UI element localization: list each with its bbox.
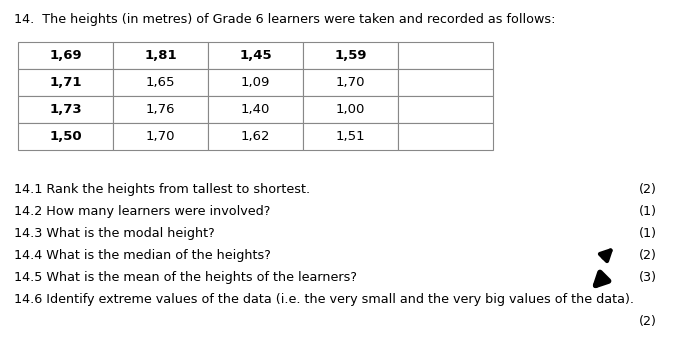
Bar	[18, 69, 113, 96]
Bar	[398, 96, 493, 123]
Text: 1,09: 1,09	[241, 76, 270, 89]
Text: (1): (1)	[639, 227, 657, 240]
Text: 1,45: 1,45	[239, 49, 272, 62]
Text: 1,70: 1,70	[336, 76, 365, 89]
Text: (2): (2)	[639, 315, 657, 328]
Bar	[303, 69, 398, 96]
Text: 1,59: 1,59	[335, 49, 367, 62]
Text: 1,65: 1,65	[146, 76, 175, 89]
Bar	[303, 96, 398, 123]
Text: (2): (2)	[639, 183, 657, 196]
Bar	[113, 123, 208, 150]
Text: 1,81: 1,81	[144, 49, 177, 62]
Bar	[208, 69, 303, 96]
Bar	[398, 123, 493, 150]
Text: 1,51: 1,51	[336, 130, 365, 143]
Text: 1,00: 1,00	[336, 103, 365, 116]
Bar	[398, 42, 493, 69]
Text: 14.6 Identify extreme values of the data (i.e. the very small and the very big v: 14.6 Identify extreme values of the data…	[14, 293, 634, 306]
Bar	[18, 96, 113, 123]
Text: 1,71: 1,71	[49, 76, 82, 89]
Bar	[113, 69, 208, 96]
Bar	[208, 42, 303, 69]
Bar	[303, 42, 398, 69]
Text: 1,40: 1,40	[241, 103, 270, 116]
Text: 14.3 What is the modal height?: 14.3 What is the modal height?	[14, 227, 215, 240]
Text: 1,73: 1,73	[49, 103, 82, 116]
Bar	[113, 42, 208, 69]
Text: 1,76: 1,76	[146, 103, 175, 116]
Bar	[208, 96, 303, 123]
Bar	[208, 123, 303, 150]
Bar	[18, 123, 113, 150]
Text: 14.4 What is the median of the heights?: 14.4 What is the median of the heights?	[14, 249, 271, 262]
Bar	[113, 96, 208, 123]
Text: 14.  The heights (in metres) of Grade 6 learners were taken and recorded as foll: 14. The heights (in metres) of Grade 6 l…	[14, 13, 556, 26]
Text: 1,69: 1,69	[49, 49, 82, 62]
Bar	[18, 42, 113, 69]
Text: 1,62: 1,62	[241, 130, 270, 143]
Bar	[398, 69, 493, 96]
Text: (3): (3)	[639, 271, 657, 284]
Text: (1): (1)	[639, 205, 657, 218]
Text: 1,70: 1,70	[146, 130, 175, 143]
Text: 14.5 What is the mean of the heights of the learners?: 14.5 What is the mean of the heights of …	[14, 271, 357, 284]
Text: 14.2 How many learners were involved?: 14.2 How many learners were involved?	[14, 205, 271, 218]
Text: (2): (2)	[639, 249, 657, 262]
Bar	[303, 123, 398, 150]
Text: 14.1 Rank the heights from tallest to shortest.: 14.1 Rank the heights from tallest to sh…	[14, 183, 310, 196]
Text: 1,50: 1,50	[49, 130, 82, 143]
